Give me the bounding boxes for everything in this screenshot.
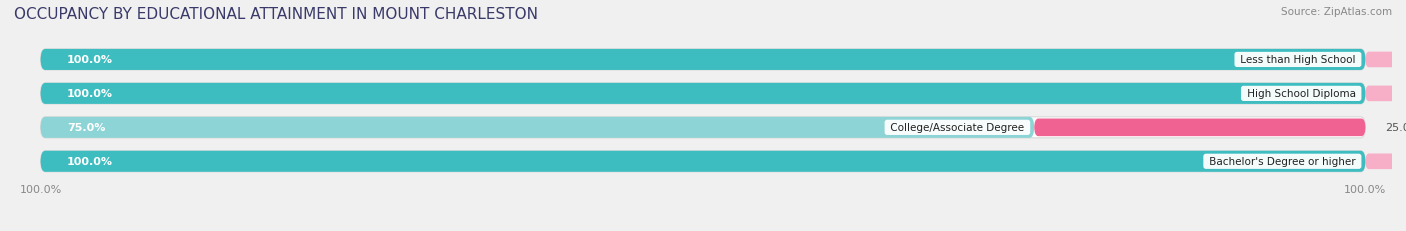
FancyBboxPatch shape [1365, 52, 1406, 68]
Text: Bachelor's Degree or higher: Bachelor's Degree or higher [1206, 157, 1358, 167]
Text: 100.0%: 100.0% [67, 89, 112, 99]
Text: 25.0%: 25.0% [1385, 123, 1406, 133]
Text: 100.0%: 100.0% [67, 157, 112, 167]
FancyBboxPatch shape [41, 83, 1365, 104]
FancyBboxPatch shape [41, 50, 1365, 71]
FancyBboxPatch shape [1035, 119, 1365, 137]
FancyBboxPatch shape [41, 50, 1365, 71]
Text: College/Associate Degree: College/Associate Degree [887, 123, 1028, 133]
Text: OCCUPANCY BY EDUCATIONAL ATTAINMENT IN MOUNT CHARLESTON: OCCUPANCY BY EDUCATIONAL ATTAINMENT IN M… [14, 7, 538, 22]
Text: 75.0%: 75.0% [67, 123, 105, 133]
Text: Source: ZipAtlas.com: Source: ZipAtlas.com [1281, 7, 1392, 17]
Text: Less than High School: Less than High School [1237, 55, 1358, 65]
FancyBboxPatch shape [1365, 154, 1406, 169]
FancyBboxPatch shape [41, 151, 1365, 172]
FancyBboxPatch shape [41, 83, 1365, 104]
Text: High School Diploma: High School Diploma [1243, 89, 1358, 99]
FancyBboxPatch shape [41, 117, 1035, 138]
FancyBboxPatch shape [41, 117, 1365, 138]
FancyBboxPatch shape [1365, 86, 1406, 102]
Text: 100.0%: 100.0% [67, 55, 112, 65]
FancyBboxPatch shape [41, 151, 1365, 172]
